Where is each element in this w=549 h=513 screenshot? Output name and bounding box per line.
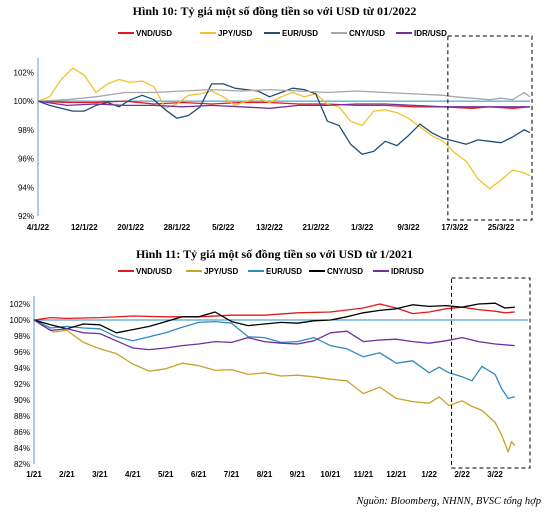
x-tick-label: 28/1/22 bbox=[164, 223, 191, 232]
x-tick-label: 1/21 bbox=[26, 470, 42, 479]
legend-label: JPY/USD bbox=[204, 267, 238, 276]
series-line-eur-usd bbox=[33, 319, 515, 400]
series-line-cny-usd bbox=[37, 88, 531, 102]
x-tick-label: 7/21 bbox=[224, 470, 240, 479]
y-tick-label: 102% bbox=[14, 68, 34, 77]
legend-label: IDR/USD bbox=[391, 267, 424, 276]
legend-label: CNY/USD bbox=[327, 267, 363, 276]
x-tick-label: 6/21 bbox=[191, 470, 207, 479]
y-tick-label: 92% bbox=[18, 212, 34, 221]
y-tick-label: 90% bbox=[14, 396, 30, 405]
x-tick-label: 9/3/22 bbox=[397, 223, 420, 232]
y-tick-label: 94% bbox=[18, 183, 34, 192]
series-line-jpy-usd bbox=[33, 319, 516, 453]
y-tick-label: 98% bbox=[14, 332, 30, 341]
x-tick-label: 10/21 bbox=[320, 470, 341, 479]
x-tick-label: 8/21 bbox=[257, 470, 273, 479]
x-tick-label: 12/1/22 bbox=[71, 223, 98, 232]
x-tick-label: 1/22 bbox=[421, 470, 437, 479]
x-tick-label: 3/21 bbox=[92, 470, 108, 479]
series-line-cny-usd bbox=[33, 302, 515, 334]
y-tick-label: 88% bbox=[14, 412, 30, 421]
x-tick-label: 9/21 bbox=[290, 470, 306, 479]
highlight-box bbox=[447, 35, 533, 221]
legend-label: JPY/USD bbox=[218, 29, 252, 38]
y-tick-label: 100% bbox=[14, 97, 34, 106]
y-tick-label: 102% bbox=[10, 300, 30, 309]
series-line-jpy-usd bbox=[37, 67, 531, 190]
y-tick-label: 98% bbox=[18, 126, 34, 135]
legend-label: EUR/USD bbox=[282, 29, 318, 38]
chart-11-title: Hình 11: Tỷ giá một số đồng tiền so với … bbox=[136, 247, 413, 261]
x-tick-label: 17/3/22 bbox=[441, 223, 468, 232]
x-tick-label: 2/21 bbox=[59, 470, 75, 479]
x-tick-label: 5/2/22 bbox=[212, 223, 235, 232]
y-tick-label: 92% bbox=[14, 380, 30, 389]
x-tick-label: 4/1/22 bbox=[27, 223, 50, 232]
chart-10-title: Hình 10: Tỷ giá một số đồng tiền so với … bbox=[132, 4, 417, 18]
x-tick-label: 11/21 bbox=[354, 470, 374, 479]
y-tick-label: 96% bbox=[18, 155, 34, 164]
x-tick-label: 20/1/22 bbox=[117, 223, 144, 232]
x-tick-label: 2/22 bbox=[454, 470, 470, 479]
y-tick-label: 82% bbox=[14, 460, 30, 469]
series-line-idr-usd bbox=[33, 319, 515, 351]
series-line-vnd-usd bbox=[37, 100, 531, 109]
y-tick-label: 100% bbox=[10, 316, 30, 325]
legend-label: EUR/USD bbox=[266, 267, 302, 276]
chart-11: 82% 84% 86% 88% 90% 92% 94% 96% 98% 100% 102% 1/21 2… bbox=[10, 267, 531, 479]
x-tick-label: 13/2/22 bbox=[256, 223, 283, 232]
legend-label: VND/USD bbox=[136, 29, 172, 38]
y-tick-label: 86% bbox=[14, 428, 30, 437]
legend-label: IDR/USD bbox=[414, 29, 447, 38]
x-tick-label: 25/3/22 bbox=[488, 223, 515, 232]
chart-10: 92% 94% 96% 98% 100% 102% 4/1/22 12/1/22 20/1/22… bbox=[14, 29, 533, 232]
x-tick-label: 21/2/22 bbox=[302, 223, 329, 232]
legend-label: CNY/USD bbox=[349, 29, 385, 38]
series-line-vnd-usd bbox=[33, 303, 515, 321]
legend-label: VND/USD bbox=[136, 267, 172, 276]
highlight-box bbox=[451, 277, 531, 469]
x-tick-label: 1/3/22 bbox=[351, 223, 374, 232]
x-tick-label: 5/21 bbox=[158, 470, 174, 479]
y-tick-label: 94% bbox=[14, 364, 30, 373]
x-tick-label: 12/21 bbox=[386, 470, 407, 479]
source-note: Nguồn: Bloomberg, NHNN, BVSC tổng hợp bbox=[356, 496, 541, 507]
y-tick-label: 96% bbox=[14, 348, 30, 357]
x-tick-label: 4/21 bbox=[125, 470, 141, 479]
x-tick-label: 3/22 bbox=[487, 470, 503, 479]
y-tick-label: 84% bbox=[14, 444, 30, 453]
